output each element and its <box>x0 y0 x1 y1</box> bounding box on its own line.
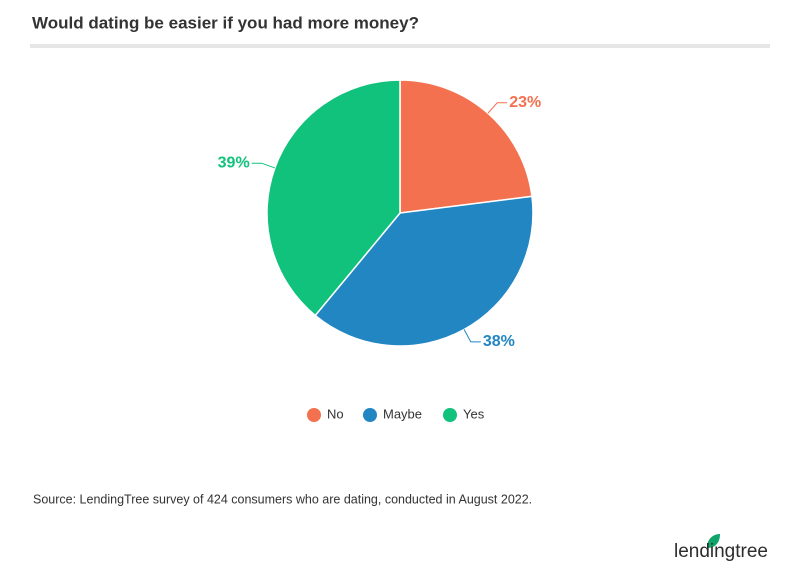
pie-slice <box>266 79 401 317</box>
chart-title: Would dating be easier if you had more m… <box>32 13 419 32</box>
legend-swatch <box>307 408 321 422</box>
legend-swatch <box>363 408 377 422</box>
data-label: 23% <box>509 94 541 111</box>
legend-label: Yes <box>463 406 485 421</box>
legend-swatch <box>443 408 457 422</box>
legend-label: No <box>327 406 344 421</box>
source-note: Source: LendingTree survey of 424 consum… <box>33 492 532 506</box>
data-label: 39% <box>218 154 250 171</box>
pie-slice <box>399 79 533 214</box>
pie-slice <box>314 195 534 347</box>
legend-label: Maybe <box>383 406 422 421</box>
data-label: 38% <box>483 333 515 350</box>
leader-line <box>463 329 481 343</box>
logo-text: lendingtree <box>674 541 768 562</box>
logo: lendingtree <box>674 534 768 562</box>
leader-line <box>251 162 276 169</box>
logo-leaf <box>707 534 720 548</box>
title-rule <box>30 44 770 48</box>
leader-line <box>487 102 508 114</box>
